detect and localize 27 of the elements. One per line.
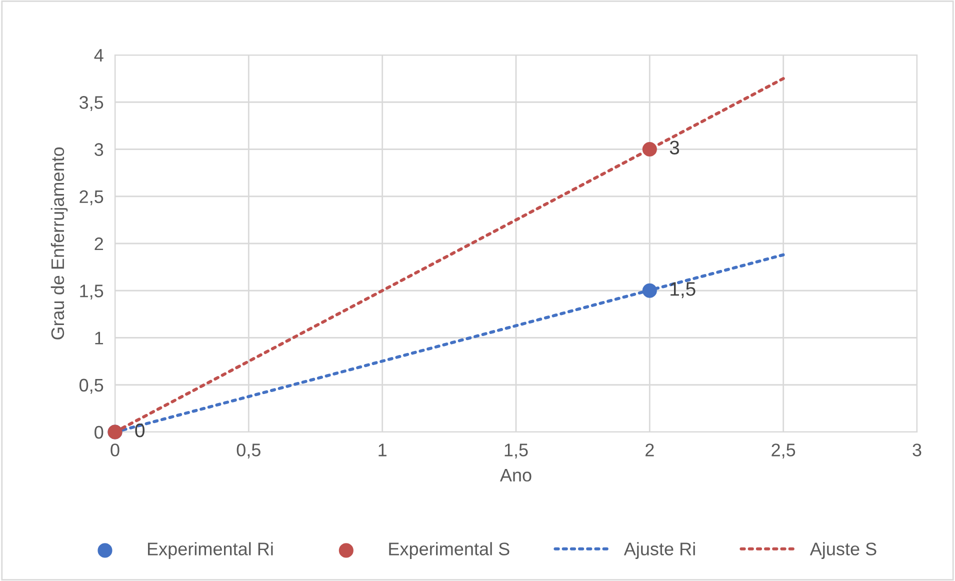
y-tick-label: 2	[94, 237, 103, 250]
y-tick-label: 1	[95, 332, 104, 344]
data-label: 3	[670, 140, 680, 154]
x-tick-label: 2,5	[772, 444, 796, 459]
y-tick-label: 0,5	[79, 378, 104, 394]
legend-label: Ajuste Ri	[624, 542, 695, 559]
x-axis-title: Ano	[500, 468, 532, 482]
y-tick-label: 3	[94, 143, 104, 156]
y-tick-label: 2,5	[80, 190, 104, 206]
x-tick-label: 2	[646, 444, 654, 456]
x-tick-label: 0,5	[236, 444, 260, 459]
legend-label: Ajuste S	[810, 542, 876, 559]
x-tick-label: 1	[378, 444, 386, 456]
legend-label: Experimental S	[389, 542, 510, 559]
x-tick-label: 1,5	[504, 444, 528, 459]
y-tick-label: 1,5	[80, 284, 104, 300]
legend-label: Experimental Ri	[148, 542, 273, 559]
data-label: 0	[135, 423, 144, 438]
point	[642, 142, 657, 157]
y-tick-label: 0	[94, 426, 104, 439]
point	[642, 283, 657, 298]
y-axis-title: Grau de Enferrujamento	[50, 147, 68, 340]
y-tick-label: 3,5	[79, 96, 104, 111]
x-tick-label: 0	[110, 444, 120, 456]
data-label: 1,5	[670, 282, 696, 298]
y-tick-label: 4	[94, 49, 104, 62]
x-tick-label: 3	[912, 444, 922, 456]
